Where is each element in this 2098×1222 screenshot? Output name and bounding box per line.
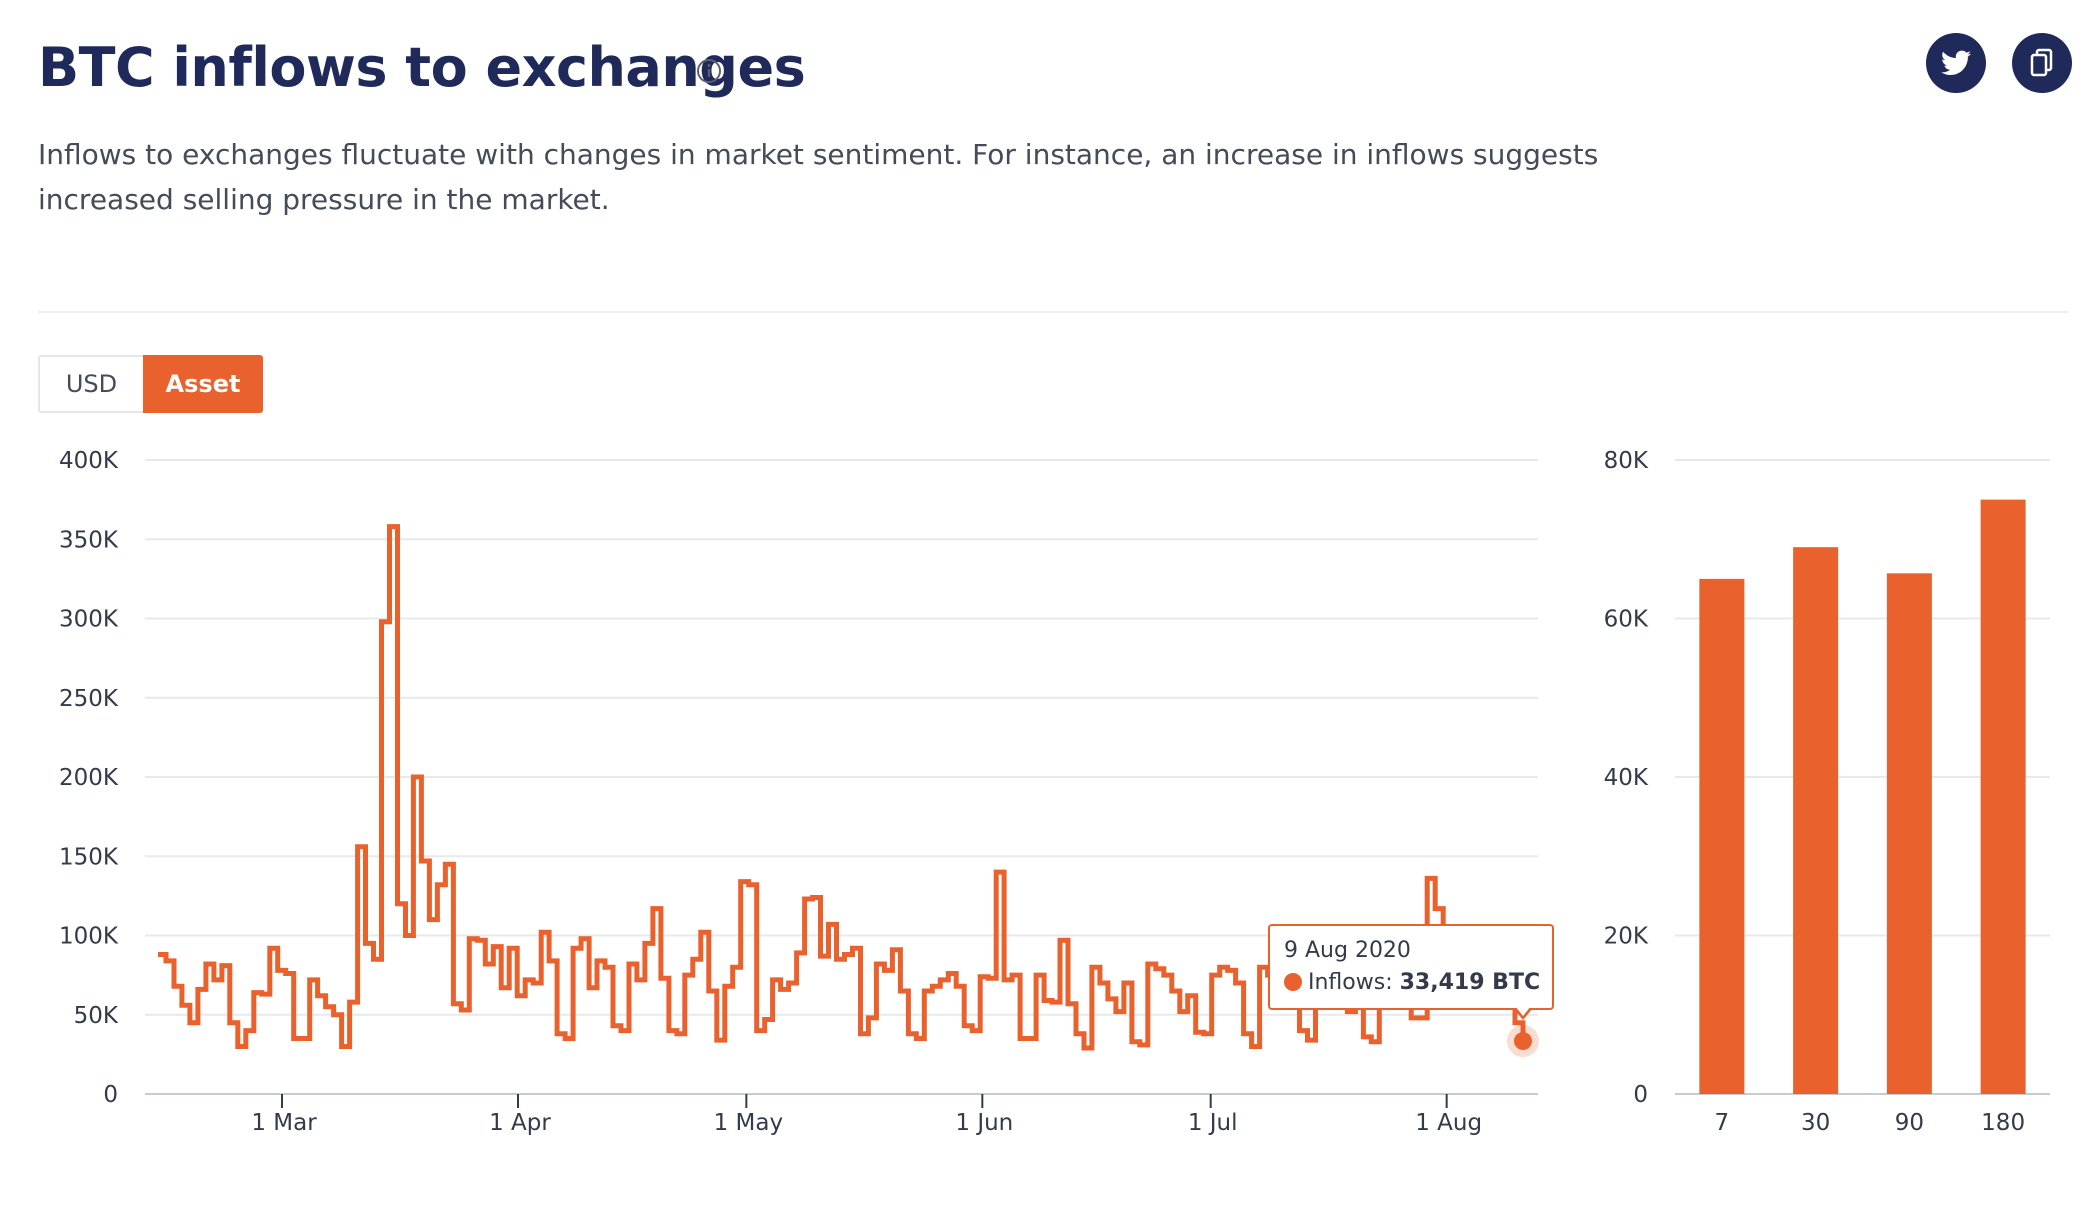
- divider: [38, 311, 2068, 313]
- line-chart-ytick-label: 50K: [74, 1003, 119, 1029]
- bar-chart-xtick-label: 7: [1715, 1110, 1730, 1136]
- line-chart-xtick-label: 1 Apr: [489, 1110, 551, 1136]
- series-dot-icon: [1284, 973, 1302, 991]
- line-chart-ytick-label: 0: [103, 1082, 118, 1108]
- chart-description: Inflows to exchanges fluctuate with chan…: [38, 138, 1599, 216]
- bar-chart-ytick-label: 80K: [1604, 448, 1649, 474]
- bar-180-days: [1980, 499, 2026, 1094]
- line-chart-ytick-label: 150K: [59, 844, 119, 870]
- tooltip-value: 33,419 BTC: [1399, 970, 1541, 995]
- copy-button[interactable]: [2012, 33, 2072, 93]
- line-chart-xtick-label: 1 Aug: [1415, 1110, 1482, 1136]
- copy-icon: [2030, 48, 2053, 77]
- bar-chart-ytick-label: 0: [1633, 1082, 1648, 1108]
- twitter-bird-icon: [1941, 50, 1971, 75]
- bar-chart-xtick-label: 90: [1895, 1110, 1924, 1136]
- line-chart-ytick-label: 100K: [59, 924, 119, 950]
- line-chart-ytick-label: 200K: [59, 765, 119, 791]
- bar-90-days: [1886, 573, 1932, 1094]
- line-chart-ytick-label: 250K: [59, 686, 119, 712]
- bar-chart-xtick-label: 180: [1981, 1110, 2025, 1136]
- line-chart-ytick-label: 400K: [59, 448, 119, 474]
- chart-tooltip: 9 Aug 2020 Inflows: 33,419 BTC: [1268, 924, 1554, 1010]
- bar-chart-ytick-label: 40K: [1604, 765, 1649, 791]
- toggle-asset[interactable]: Asset: [143, 355, 263, 413]
- line-chart-xtick-label: 1 Jul: [1188, 1110, 1238, 1136]
- info-circle-icon[interactable]: [694, 56, 724, 86]
- tooltip-tail-inner: [1515, 1006, 1531, 1016]
- line-chart-xtick-label: 1 May: [714, 1110, 784, 1136]
- tooltip-label: Inflows:: [1308, 970, 1393, 995]
- bar-chart-xtick-label: 30: [1801, 1110, 1830, 1136]
- hover-point: [1514, 1032, 1532, 1051]
- bar-chart-ytick-label: 20K: [1604, 924, 1649, 950]
- bar-7-days: [1699, 578, 1745, 1094]
- twitter-share-button[interactable]: [1926, 33, 1986, 93]
- line-chart-ytick-label: 300K: [59, 607, 119, 633]
- line-chart-xtick-label: 1 Mar: [251, 1110, 317, 1136]
- tooltip-row: Inflows: 33,419 BTC: [1284, 970, 1540, 995]
- line-chart-ytick-label: 350K: [59, 527, 119, 553]
- bar-30-days: [1793, 547, 1839, 1094]
- line-chart-xtick-label: 1 Jun: [955, 1110, 1013, 1136]
- toggle-usd[interactable]: USD: [38, 355, 143, 413]
- bar-chart-ytick-label: 60K: [1604, 607, 1649, 633]
- page-title: BTC inflows to exchanges: [38, 36, 806, 99]
- tooltip-date: 9 Aug 2020: [1284, 938, 1411, 963]
